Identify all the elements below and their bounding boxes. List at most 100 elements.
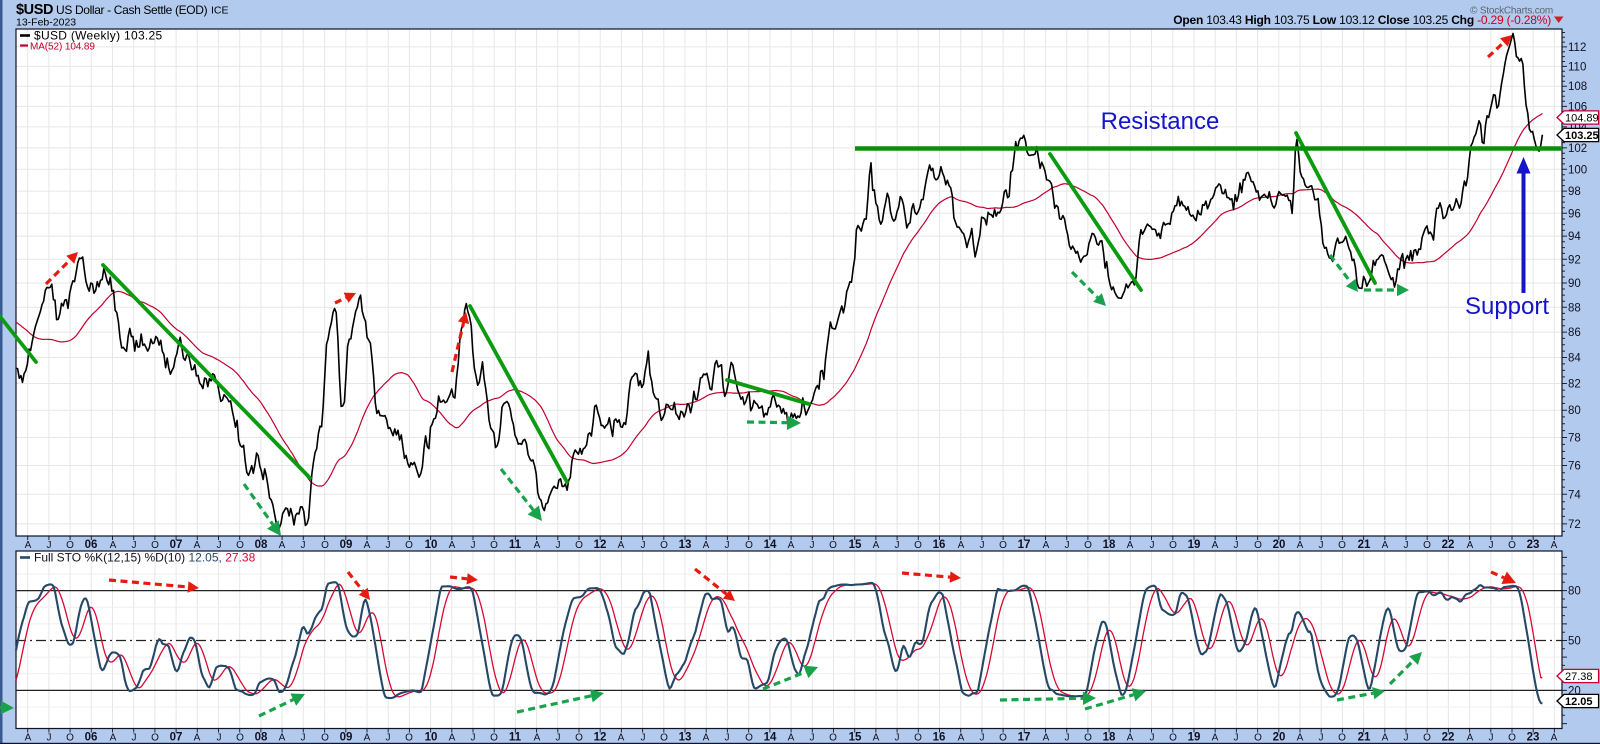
svg-text:O: O — [405, 733, 413, 744]
svg-text:20: 20 — [1273, 539, 1286, 551]
svg-text:O: O — [575, 540, 583, 551]
svg-text:J: J — [301, 540, 306, 551]
svg-text:O: O — [914, 540, 922, 551]
svg-text:$USD (Weekly) 103.25: $USD (Weekly) 103.25 — [34, 29, 163, 43]
svg-text:O: O — [236, 733, 244, 744]
svg-text:A: A — [1212, 733, 1219, 744]
svg-text:100: 100 — [1568, 164, 1587, 176]
svg-text:A: A — [618, 733, 625, 744]
svg-text:ICE: ICE — [211, 5, 229, 17]
svg-text:07: 07 — [170, 539, 183, 551]
svg-text:J: J — [47, 733, 52, 744]
svg-text:A: A — [1297, 733, 1304, 744]
svg-text:19: 19 — [1188, 539, 1201, 551]
svg-text:J: J — [386, 733, 391, 744]
svg-text:A: A — [1297, 540, 1304, 551]
svg-text:Resistance: Resistance — [1101, 108, 1220, 135]
svg-text:J: J — [1489, 733, 1494, 744]
svg-text:10: 10 — [425, 732, 438, 744]
svg-text:A: A — [364, 540, 371, 551]
svg-text:15: 15 — [849, 732, 862, 744]
svg-text:O: O — [151, 540, 159, 551]
svg-text:J: J — [810, 540, 815, 551]
svg-text:06: 06 — [85, 732, 98, 744]
svg-text:O: O — [1169, 540, 1177, 551]
svg-text:06: 06 — [85, 539, 98, 551]
svg-text:J: J — [386, 540, 391, 551]
svg-text:22: 22 — [1442, 732, 1455, 744]
svg-text:J: J — [217, 540, 222, 551]
svg-text:A: A — [703, 733, 710, 744]
svg-text:14: 14 — [764, 539, 777, 551]
svg-text:J: J — [471, 733, 476, 744]
svg-text:J: J — [1404, 540, 1409, 551]
svg-text:J: J — [556, 540, 561, 551]
svg-text:J: J — [895, 540, 900, 551]
svg-text:J: J — [556, 733, 561, 744]
svg-text:O: O — [660, 540, 668, 551]
svg-text:19: 19 — [1188, 732, 1201, 744]
svg-text:A: A — [703, 540, 710, 551]
svg-text:94: 94 — [1568, 231, 1581, 243]
svg-text:O: O — [1508, 540, 1516, 551]
svg-text:O: O — [999, 540, 1007, 551]
svg-text:17: 17 — [1018, 539, 1031, 551]
svg-text:J: J — [1150, 540, 1155, 551]
svg-text:O: O — [490, 540, 498, 551]
svg-text:A: A — [1043, 540, 1050, 551]
svg-text:J: J — [1319, 540, 1324, 551]
svg-text:J: J — [47, 540, 52, 551]
svg-text:J: J — [1065, 540, 1070, 551]
svg-text:O: O — [405, 540, 413, 551]
svg-text:J: J — [895, 733, 900, 744]
svg-text:18: 18 — [1103, 732, 1116, 744]
svg-text:09: 09 — [340, 732, 353, 744]
svg-text:A: A — [279, 733, 286, 744]
svg-text:98: 98 — [1568, 186, 1581, 198]
svg-text:80: 80 — [1568, 586, 1581, 598]
svg-text:Full STO %K(12,15) %D(10) 12.0: Full STO %K(12,15) %D(10) 12.05, 27.38 — [34, 551, 256, 565]
svg-text:O: O — [999, 733, 1007, 744]
svg-text:O: O — [1084, 733, 1092, 744]
svg-text:12: 12 — [594, 539, 607, 551]
svg-text:103.25: 103.25 — [1565, 130, 1599, 142]
svg-text:A: A — [1382, 733, 1389, 744]
svg-text:110: 110 — [1568, 61, 1586, 73]
svg-text:11: 11 — [509, 732, 522, 744]
svg-text:13: 13 — [679, 539, 692, 551]
svg-text:108: 108 — [1568, 81, 1587, 93]
svg-text:O: O — [66, 540, 74, 551]
svg-text:J: J — [1319, 733, 1324, 744]
svg-text:J: J — [1150, 733, 1155, 744]
svg-text:J: J — [980, 733, 985, 744]
svg-text:O: O — [66, 733, 74, 744]
svg-text:A: A — [1127, 733, 1134, 744]
svg-text:09: 09 — [340, 539, 353, 551]
svg-text:O: O — [745, 733, 753, 744]
svg-text:102: 102 — [1568, 143, 1587, 155]
svg-text:08: 08 — [255, 539, 268, 551]
svg-text:13: 13 — [679, 732, 692, 744]
svg-text:O: O — [1338, 733, 1346, 744]
svg-text:A: A — [1212, 540, 1219, 551]
svg-text:J: J — [301, 733, 306, 744]
svg-text:20: 20 — [1273, 732, 1286, 744]
svg-text:A: A — [618, 540, 625, 551]
svg-text:84: 84 — [1568, 353, 1581, 365]
svg-text:A: A — [449, 733, 456, 744]
svg-text:Open 103.43 High 103.75 Low 10: Open 103.43 High 103.75 Low 103.12 Close… — [1173, 13, 1551, 27]
svg-text:$USD: $USD — [16, 2, 53, 18]
svg-text:O: O — [1254, 540, 1262, 551]
svg-text:A: A — [110, 540, 117, 551]
svg-text:Support: Support — [1465, 293, 1549, 320]
svg-text:MA(52) 104.89: MA(52) 104.89 — [30, 42, 95, 53]
svg-text:A: A — [1467, 733, 1474, 744]
svg-text:A: A — [1551, 733, 1558, 744]
svg-text:O: O — [1338, 540, 1346, 551]
svg-text:08: 08 — [255, 732, 268, 744]
svg-text:76: 76 — [1568, 461, 1581, 473]
svg-text:74: 74 — [1568, 489, 1581, 501]
svg-text:US Dollar - Cash Settle (EOD): US Dollar - Cash Settle (EOD) — [56, 3, 208, 17]
svg-text:O: O — [660, 733, 668, 744]
svg-text:A: A — [873, 540, 880, 551]
